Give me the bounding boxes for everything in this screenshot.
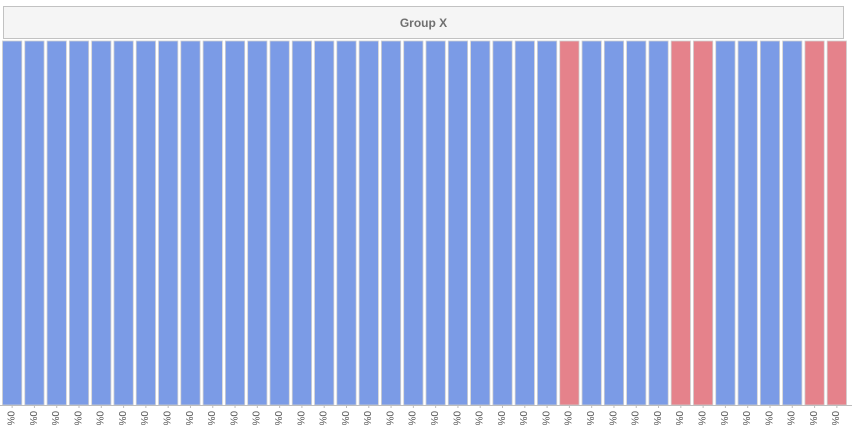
bar-24-blue[interactable] <box>514 40 535 406</box>
tick-label: 0% <box>71 411 82 426</box>
bar-3-blue[interactable] <box>46 40 67 406</box>
bar-9-blue[interactable] <box>180 40 201 406</box>
tick-label: 0% <box>495 411 506 426</box>
bar-35-blue[interactable] <box>759 40 781 406</box>
tick-label: 0% <box>138 411 149 426</box>
bar-15-blue[interactable] <box>314 40 335 406</box>
tick-label: 0% <box>562 411 573 426</box>
tick-label: 0% <box>250 411 261 426</box>
bar-33-blue[interactable] <box>715 40 736 406</box>
bar-23-blue[interactable] <box>492 40 513 406</box>
tick-labels-group: 0% 0% 0% 0% 0% 0% 0% 0% 0% 0% 0% 0% 0% 0% 0% 0% 0% 0% 0% 0%… <box>4 405 840 426</box>
bar-29-blue[interactable] <box>626 40 647 406</box>
group-title: Group X <box>399 15 448 30</box>
tick-label: 0% <box>49 411 60 426</box>
bar-13-blue[interactable] <box>269 40 290 406</box>
group-header: Group X <box>3 6 844 39</box>
tick-label: 0% <box>361 411 372 426</box>
tick-label: 0% <box>606 411 617 426</box>
bar-28-blue[interactable] <box>603 40 625 406</box>
tick-label: 0% <box>4 411 15 426</box>
bar-12-blue[interactable] <box>247 40 268 406</box>
bar-19-blue[interactable] <box>403 40 424 406</box>
bar-21-blue[interactable] <box>447 40 468 406</box>
tick-label: 0% <box>183 411 194 426</box>
tick-label: 0% <box>762 411 773 426</box>
bar-6-blue[interactable] <box>113 40 134 406</box>
tick-label: 0% <box>740 411 751 426</box>
bar-14-blue[interactable] <box>291 40 312 406</box>
bar-5-blue[interactable] <box>91 40 112 406</box>
bar-1-blue[interactable] <box>2 40 23 406</box>
tick-label: 0% <box>294 411 305 426</box>
bar-38-red[interactable] <box>826 40 847 406</box>
bar-31-red[interactable] <box>670 40 691 406</box>
tick-label: 0% <box>450 411 461 426</box>
tick-label: 0% <box>718 411 729 426</box>
tick-label: 0% <box>27 411 38 426</box>
bar-26-red[interactable] <box>559 40 580 406</box>
tick-label: 0% <box>116 411 127 426</box>
bar-20-blue[interactable] <box>425 40 446 406</box>
tick-label: 0% <box>651 411 662 426</box>
bar-2-blue[interactable] <box>24 40 45 406</box>
bar-10-blue[interactable] <box>202 40 223 406</box>
tick-label: 0% <box>473 411 484 426</box>
bar-36-blue[interactable] <box>782 40 803 406</box>
tick-label: 0% <box>584 411 595 426</box>
tick-label: 0% <box>205 411 216 426</box>
tick-label: 0% <box>807 411 818 426</box>
bar-17-blue[interactable] <box>358 40 379 406</box>
bar-27-blue[interactable] <box>581 40 602 406</box>
tick-label: 0% <box>428 411 439 426</box>
bar-16-blue[interactable] <box>336 40 357 406</box>
bar-37-red[interactable] <box>804 40 825 406</box>
bars-group <box>2 40 847 406</box>
bar-22-blue[interactable] <box>470 40 491 406</box>
tick-label: 0% <box>829 411 840 426</box>
tick-label: 0% <box>161 411 172 426</box>
tick-label: 0% <box>272 411 283 426</box>
tick-label: 0% <box>227 411 238 426</box>
bar-25-blue[interactable] <box>537 40 558 406</box>
tick-label: 0% <box>695 411 706 426</box>
tick-label: 0% <box>317 411 328 426</box>
bar-7-blue[interactable] <box>135 40 156 406</box>
bar-8-blue[interactable] <box>158 40 179 406</box>
bar-11-blue[interactable] <box>224 40 246 406</box>
tick-label: 0% <box>406 411 417 426</box>
bar-34-blue[interactable] <box>737 40 758 406</box>
tick-label: 0% <box>629 411 640 426</box>
bar-32-red[interactable] <box>693 40 714 406</box>
bar-18-blue[interactable] <box>381 40 402 406</box>
bar-30-blue[interactable] <box>648 40 669 406</box>
bar-4-blue[interactable] <box>68 40 90 406</box>
tick-label: 0% <box>673 411 684 426</box>
tick-label: 0% <box>539 411 550 426</box>
tick-label: 0% <box>383 411 394 426</box>
tick-label: 0% <box>94 411 105 426</box>
tick-label: 0% <box>517 411 528 426</box>
tick-label: 0% <box>785 411 796 426</box>
tick-label: 0% <box>339 411 350 426</box>
